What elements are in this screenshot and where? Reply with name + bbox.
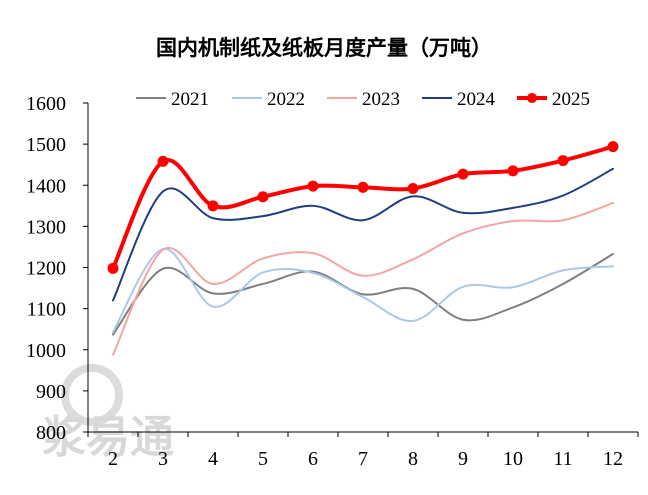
y-tick-label: 1300 (26, 216, 66, 238)
series-point-2025 (257, 191, 269, 203)
legend-label-2024: 2024 (457, 89, 496, 110)
legend-label-2023: 2023 (362, 89, 400, 110)
x-tick-label: 10 (503, 448, 523, 470)
series-point-2025 (307, 180, 319, 192)
axes: 800 900 1000 1100 1200 1300 1400 1500 1600 2 3 4 5 6 7… (26, 93, 639, 470)
x-tick-label: 12 (603, 448, 623, 470)
series-point-2025 (507, 165, 519, 177)
x-tick-label: 5 (258, 448, 268, 470)
y-tick-label: 1500 (26, 134, 66, 156)
x-tick-label: 6 (308, 448, 318, 470)
legend-label-2022: 2022 (267, 89, 305, 110)
chart-title: 国内机制纸及纸板月度产量（万吨） (156, 36, 492, 60)
watermark: 浆易通 (42, 364, 174, 463)
y-tick-label: 1600 (26, 93, 66, 115)
watermark-logo-circle (61, 364, 123, 426)
series-line-2022 (112, 247, 614, 334)
series-point-2025 (207, 200, 219, 212)
y-tick-label: 1200 (26, 258, 66, 280)
series-point-2025 (357, 181, 369, 193)
watermark-text: 浆易通 (42, 412, 174, 463)
series-line-2024 (112, 167, 614, 302)
series-point-2025 (407, 183, 419, 195)
x-tick-label: 3 (158, 448, 168, 470)
series-line-2021 (112, 252, 614, 336)
x-tick-label: 8 (408, 448, 418, 470)
y-tick-label: 900 (36, 381, 66, 403)
y-tick-label: 1100 (27, 299, 66, 321)
series-point-2025 (607, 141, 619, 153)
legend-marker-2025 (527, 93, 537, 103)
y-tick-label: 1400 (26, 175, 66, 197)
x-tick-label: 9 (458, 448, 468, 470)
x-tick-label: 11 (553, 448, 572, 470)
series-point-2025 (157, 155, 169, 167)
series-point-2025 (557, 155, 569, 167)
x-tick-label: 2 (108, 448, 118, 470)
legend: 2021 2022 2023 2024 2025 (136, 89, 590, 110)
series-lines (107, 141, 619, 356)
legend-label-2025: 2025 (552, 89, 590, 110)
series-line-2025 (111, 144, 615, 271)
x-tick-label: 7 (358, 448, 368, 470)
y-tick-label: 800 (36, 422, 66, 444)
series-point-2025 (107, 262, 119, 274)
y-tick-label: 1000 (26, 340, 66, 362)
series-line-2023 (112, 201, 614, 356)
x-tick-label: 4 (208, 448, 218, 470)
series-point-2025 (457, 168, 469, 180)
legend-label-2021: 2021 (171, 89, 209, 110)
